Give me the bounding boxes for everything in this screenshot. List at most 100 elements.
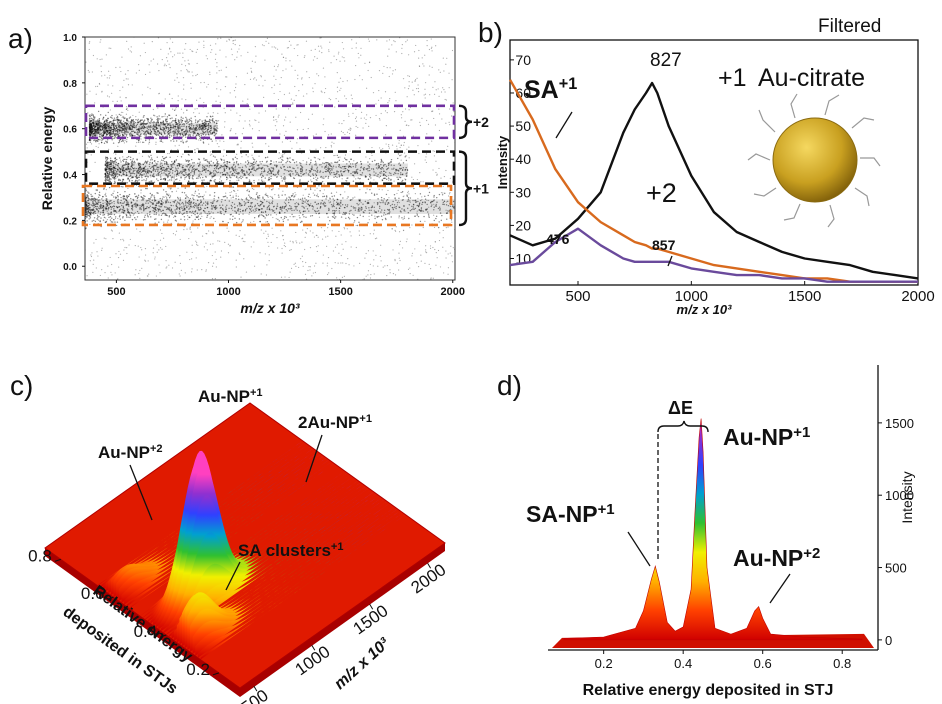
density-dot	[397, 173, 398, 174]
density-dot	[197, 129, 198, 130]
noise-dot	[322, 262, 323, 263]
noise-dot	[438, 88, 439, 89]
density-dot	[233, 168, 234, 169]
density-dot	[89, 131, 90, 132]
density-dot	[187, 160, 188, 161]
density-dot	[147, 123, 148, 124]
noise-dot	[184, 49, 185, 50]
density-dot	[113, 124, 114, 125]
noise-dot	[122, 239, 123, 240]
noise-dot	[100, 275, 101, 276]
noise-dot	[236, 154, 237, 155]
noise-dot	[355, 135, 356, 136]
noise-dot	[89, 171, 90, 172]
noise-dot	[139, 270, 140, 271]
density-dot	[134, 162, 135, 163]
density-dot	[135, 122, 136, 123]
density-dot	[210, 172, 211, 173]
density-dot	[120, 122, 121, 123]
density-dot	[214, 165, 215, 166]
noise-dot	[190, 49, 191, 50]
noise-dot	[197, 269, 198, 270]
density-dot	[169, 122, 170, 123]
density-dot	[223, 160, 224, 161]
density-dot	[213, 174, 214, 175]
noise-dot	[399, 244, 400, 245]
noise-dot	[314, 190, 315, 191]
noise-dot	[282, 141, 283, 142]
density-dot	[280, 157, 281, 158]
noise-dot	[396, 51, 397, 52]
noise-dot	[155, 162, 156, 163]
noise-dot	[259, 130, 260, 131]
density-dot	[118, 134, 119, 135]
density-dot	[93, 125, 94, 126]
noise-dot	[426, 153, 427, 154]
noise-dot	[443, 230, 444, 231]
density-dot	[213, 128, 214, 129]
noise-dot	[283, 57, 284, 58]
density-dot	[177, 125, 178, 126]
noise-dot	[308, 128, 309, 129]
density-dot	[95, 133, 96, 134]
density-dot	[335, 176, 336, 177]
noise-dot	[98, 143, 99, 144]
noise-dot	[175, 234, 176, 235]
density-dot	[202, 123, 203, 124]
noise-dot	[157, 63, 158, 64]
density-dot	[188, 135, 189, 136]
noise-dot	[337, 244, 338, 245]
noise-dot	[205, 233, 206, 234]
density-dot	[190, 118, 191, 119]
noise-dot	[177, 188, 178, 189]
noise-dot	[185, 65, 186, 66]
noise-dot	[181, 98, 182, 99]
density-dot	[176, 175, 177, 176]
noise-dot	[436, 175, 437, 176]
density-dot	[180, 126, 181, 127]
density-dot	[214, 168, 215, 169]
density-dot	[162, 156, 163, 157]
density-dot	[168, 114, 169, 115]
noise-dot	[204, 82, 205, 83]
density-dot	[185, 172, 186, 173]
noise-dot	[293, 264, 294, 265]
noise-dot	[109, 96, 110, 97]
density-dot	[173, 133, 174, 134]
noise-dot	[191, 50, 192, 51]
noise-dot	[313, 91, 314, 92]
noise-dot	[283, 177, 284, 178]
density-dot	[276, 161, 277, 162]
density-dot	[208, 127, 209, 128]
noise-dot	[228, 252, 229, 253]
density-dot	[216, 125, 217, 126]
density-dot	[308, 173, 309, 174]
density-dot	[194, 116, 195, 117]
noise-dot	[386, 143, 387, 144]
density-dot	[363, 169, 364, 170]
noise-dot	[234, 59, 235, 60]
noise-dot	[240, 147, 241, 148]
density-dot	[246, 172, 247, 173]
noise-dot	[331, 142, 332, 143]
noise-dot	[90, 254, 91, 255]
density-dot	[199, 162, 200, 163]
density-dot	[116, 137, 117, 138]
density-dot	[346, 163, 347, 164]
density-dot	[151, 157, 152, 158]
noise-dot	[342, 42, 343, 43]
noise-dot	[351, 94, 352, 95]
density-dot	[143, 124, 144, 125]
density-dot	[168, 131, 169, 132]
noise-dot	[392, 73, 393, 74]
noise-dot	[167, 60, 168, 61]
noise-dot	[241, 222, 242, 223]
density-dot	[216, 172, 217, 173]
noise-dot	[295, 194, 296, 195]
density-dot	[300, 173, 301, 174]
density-dot	[126, 161, 127, 162]
noise-dot	[281, 77, 282, 78]
density-dot	[382, 167, 383, 168]
noise-dot	[196, 52, 197, 53]
density-dot	[156, 125, 157, 126]
